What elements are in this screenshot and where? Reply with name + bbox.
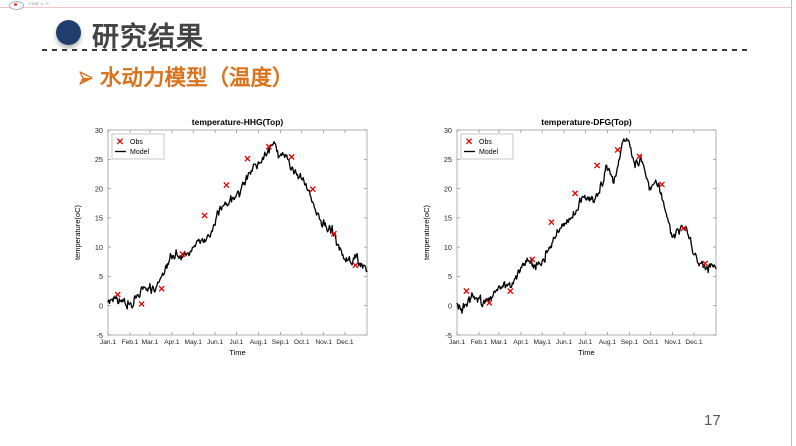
svg-text:Model: Model xyxy=(479,149,499,156)
svg-text:10: 10 xyxy=(443,243,451,252)
svg-text:Sep.1: Sep.1 xyxy=(620,339,638,346)
svg-text:Obs: Obs xyxy=(479,139,492,146)
svg-text:0: 0 xyxy=(447,302,451,311)
svg-text:temperature-HHG(Top): temperature-HHG(Top) xyxy=(191,117,283,127)
svg-text:temperature-DFG(Top): temperature-DFG(Top) xyxy=(541,117,632,127)
svg-text:Jan.1: Jan.1 xyxy=(448,339,464,346)
svg-text:20: 20 xyxy=(443,184,451,193)
svg-text:Jun.1: Jun.1 xyxy=(207,339,223,346)
svg-text:temperature(oC): temperature(oC) xyxy=(422,204,431,260)
svg-text:Mar.1: Mar.1 xyxy=(490,339,507,346)
svg-text:Apr.1: Apr.1 xyxy=(164,339,180,346)
svg-text:10: 10 xyxy=(94,243,102,252)
svg-text:Model: Model xyxy=(130,149,150,156)
svg-text:Aug.1: Aug.1 xyxy=(598,339,616,346)
svg-text:Aug.1: Aug.1 xyxy=(249,339,267,346)
svg-text:Oct.1: Oct.1 xyxy=(293,339,309,346)
svg-text:temperature(oC): temperature(oC) xyxy=(73,204,82,260)
svg-text:May.1: May.1 xyxy=(533,339,551,346)
svg-text:Jul.1: Jul.1 xyxy=(229,339,243,346)
svg-text:Jul.1: Jul.1 xyxy=(578,339,592,346)
svg-text:30: 30 xyxy=(94,126,102,135)
svg-text:30: 30 xyxy=(443,126,451,135)
svg-text:25: 25 xyxy=(443,155,451,164)
svg-text:15: 15 xyxy=(443,214,451,223)
svg-text:Time: Time xyxy=(229,348,245,357)
svg-text:Jun.1: Jun.1 xyxy=(556,339,572,346)
svg-text:May.1: May.1 xyxy=(184,339,202,346)
svg-text:15: 15 xyxy=(94,214,102,223)
svg-text:Nov.1: Nov.1 xyxy=(315,339,332,346)
svg-text:Jan.1: Jan.1 xyxy=(99,339,115,346)
svg-text:Sep.1: Sep.1 xyxy=(271,339,289,346)
svg-text:20: 20 xyxy=(94,184,102,193)
svg-text:5: 5 xyxy=(98,272,102,281)
svg-text:5: 5 xyxy=(447,272,451,281)
svg-text:Nov.1: Nov.1 xyxy=(664,339,681,346)
svg-text:Obs: Obs xyxy=(130,139,143,146)
svg-text:Feb.1: Feb.1 xyxy=(470,339,487,346)
svg-text:25: 25 xyxy=(94,155,102,164)
svg-text:Apr.1: Apr.1 xyxy=(513,339,529,346)
svg-text:Oct.1: Oct.1 xyxy=(642,339,658,346)
svg-text:0: 0 xyxy=(98,302,102,311)
svg-text:Dec.1: Dec.1 xyxy=(336,339,354,346)
svg-text:Mar.1: Mar.1 xyxy=(141,339,158,346)
svg-text:Time: Time xyxy=(578,348,594,357)
svg-text:Dec.1: Dec.1 xyxy=(685,339,703,346)
svg-text:Feb.1: Feb.1 xyxy=(121,339,138,346)
